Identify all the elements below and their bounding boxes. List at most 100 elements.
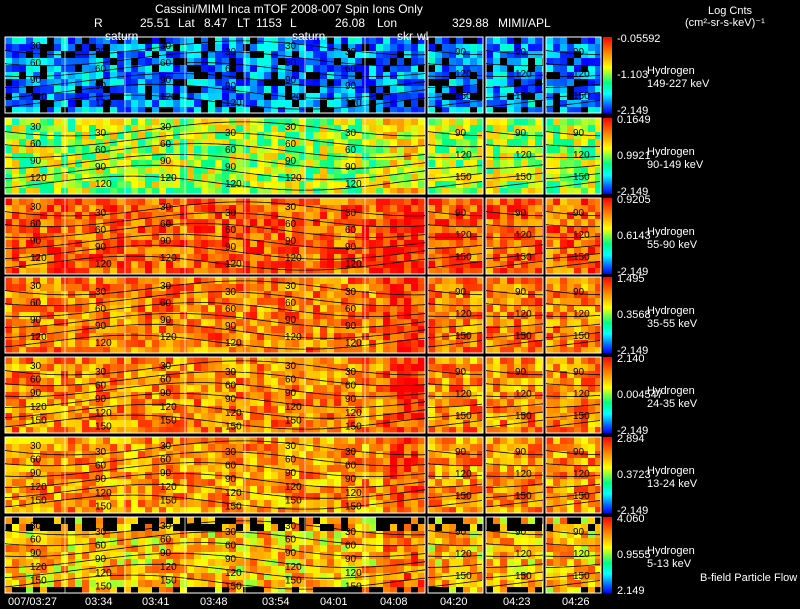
spectrogram-cell xyxy=(285,261,292,268)
spectrogram-cell xyxy=(595,319,601,326)
spectrogram-cell xyxy=(19,132,26,139)
spectrogram-cell xyxy=(553,319,560,326)
spectrogram-cell xyxy=(54,378,61,385)
spectrogram-cell xyxy=(376,268,383,274)
spectrogram-cell xyxy=(477,364,483,371)
spectrogram-cell xyxy=(553,139,560,146)
spectrogram-cell xyxy=(546,219,553,226)
spectrogram-cell xyxy=(271,261,278,268)
spectrogram-cell xyxy=(581,420,588,427)
spectrogram-cell xyxy=(348,58,355,65)
spectrogram-cell xyxy=(26,100,33,107)
pitch-contour xyxy=(4,201,426,217)
spectrogram-cell xyxy=(180,79,187,86)
spectrogram-cell xyxy=(278,198,285,205)
spectrogram-cell xyxy=(404,198,411,205)
spectrogram-cell xyxy=(68,188,75,194)
spectrogram-cell xyxy=(208,261,215,268)
spectrogram-cell xyxy=(553,427,560,433)
spectrogram-cell xyxy=(521,219,528,226)
spectrogram-cell xyxy=(428,160,435,167)
spectrogram-cell xyxy=(194,268,201,274)
spectrogram-cell xyxy=(435,291,442,298)
spectrogram-cell xyxy=(124,160,131,167)
spectrogram-cell xyxy=(208,125,215,132)
spectrogram-cell xyxy=(567,420,574,427)
spectrogram-cell xyxy=(313,72,320,79)
spectrogram-cell xyxy=(208,247,215,254)
pitch-contour xyxy=(546,244,601,249)
spectrogram-cell xyxy=(528,167,535,174)
spectrogram-cell xyxy=(435,427,442,433)
spectrogram-cell xyxy=(411,205,418,212)
spectrogram-cell xyxy=(89,160,96,167)
spectrogram-cell xyxy=(145,240,152,247)
spectrogram-cell xyxy=(124,378,131,385)
spectrogram-cell xyxy=(521,72,528,79)
spectrogram-cell xyxy=(306,413,313,420)
spectrogram-cell xyxy=(12,205,19,212)
spectrogram-cell xyxy=(493,247,500,254)
spectrogram-cell xyxy=(138,298,145,305)
spectrogram-cell xyxy=(89,198,96,205)
spectrogram-cell xyxy=(250,153,257,160)
spectrogram-cell xyxy=(40,233,47,240)
spectrogram-cell xyxy=(355,174,362,181)
spectrogram-cell xyxy=(75,79,82,86)
spectrogram-cell xyxy=(341,212,348,219)
spectrogram-cell xyxy=(96,284,103,291)
spectrogram-cell xyxy=(173,357,180,364)
contour-label: 90 xyxy=(515,47,527,58)
spectrogram-cell xyxy=(588,305,595,312)
spectrogram-cell xyxy=(442,406,449,413)
spectrogram-cell xyxy=(553,79,560,86)
spectrogram-cell xyxy=(306,284,313,291)
spectrogram-cell xyxy=(236,406,243,413)
spectrogram-cell xyxy=(428,312,435,319)
spectrogram-cell xyxy=(514,392,521,399)
spectrogram-cell xyxy=(355,326,362,333)
spectrogram-cell xyxy=(313,406,320,413)
spectrogram-cell xyxy=(507,51,514,58)
spectrogram-cell xyxy=(222,284,229,291)
spectrogram-cell xyxy=(299,406,306,413)
contour-label: 60 xyxy=(95,304,107,315)
spectrogram-cell xyxy=(152,254,159,261)
spectrogram-cell xyxy=(341,277,348,284)
spectrogram-cell xyxy=(201,261,208,268)
spectrogram-cell xyxy=(26,333,33,340)
spectrogram-cell xyxy=(299,37,306,44)
spectrogram-cell xyxy=(560,247,567,254)
spectrogram-cell xyxy=(89,37,96,44)
spectrogram-cell xyxy=(327,174,334,181)
spectrogram-cell xyxy=(236,160,243,167)
spectrogram-cell xyxy=(435,399,442,406)
spectrogram-cell xyxy=(521,347,528,353)
spectrogram-cell xyxy=(546,153,553,160)
spectrogram-cell xyxy=(96,181,103,188)
spectrogram-cell xyxy=(173,305,180,312)
spectrogram-cell xyxy=(470,340,477,347)
spectrogram-cell xyxy=(404,219,411,226)
pitch-contour xyxy=(427,261,483,269)
spectrogram-cell xyxy=(306,198,313,205)
spectrogram-cell xyxy=(306,357,313,364)
contour-label: 120 xyxy=(285,173,302,184)
spectrogram-cell xyxy=(299,291,306,298)
spectrogram-cell xyxy=(271,413,278,420)
spectrogram-cell xyxy=(292,406,299,413)
spectrogram-cell xyxy=(26,305,33,312)
spectrogram-cell xyxy=(486,132,493,139)
spectrogram-cell xyxy=(173,153,180,160)
spectrogram-cell xyxy=(89,357,96,364)
spectrogram-cell xyxy=(535,219,542,226)
spectrogram-cell xyxy=(456,44,463,51)
spectrogram-cell xyxy=(145,406,152,413)
spectrogram-cell xyxy=(463,277,470,284)
spectrogram-cell xyxy=(355,79,362,86)
spectrogram-cell xyxy=(222,319,229,326)
spectrogram-cell xyxy=(299,340,306,347)
spectrogram-cell xyxy=(222,333,229,340)
spectrogram-cell xyxy=(103,385,110,392)
spectrogram-cell xyxy=(574,160,581,167)
